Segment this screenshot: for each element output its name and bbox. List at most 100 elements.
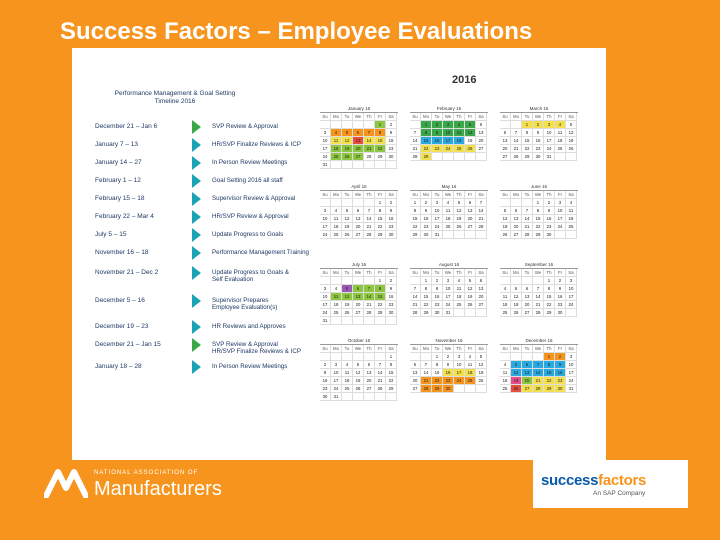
- day-cell: 2: [544, 199, 555, 207]
- day-cell: 6: [353, 207, 364, 215]
- day-cell: 3: [555, 199, 566, 207]
- timeline-arrow-icon: [192, 210, 201, 224]
- day-cell: 16: [555, 293, 566, 301]
- month-grid: Su Mo Tu We Th Fr Sa 1 2 3 4 5 6 7 8 9 10 11 12 13 14 15 16 17 1…: [410, 190, 488, 239]
- weekday-header: Th: [544, 113, 555, 121]
- day-cell: 15: [522, 137, 533, 145]
- empty-day: [476, 385, 487, 393]
- day-cell: 29: [375, 153, 386, 161]
- weekday-header: Tu: [522, 113, 533, 121]
- day-cell: 10: [432, 207, 443, 215]
- weekday-header: Mo: [331, 269, 342, 277]
- day-cell: 17: [566, 293, 577, 301]
- day-cell: 24: [443, 301, 454, 309]
- empty-day: [443, 153, 454, 161]
- empty-day: [331, 199, 342, 207]
- empty-day: [555, 153, 566, 161]
- day-cell: 15: [544, 293, 555, 301]
- day-cell: 1: [375, 277, 386, 285]
- day-cell: 26: [511, 309, 522, 317]
- day-cell: 28: [522, 231, 533, 239]
- day-cell: 16: [386, 137, 397, 145]
- empty-day: [454, 385, 465, 393]
- day-cell: 7: [364, 285, 375, 293]
- day-cell: 19: [476, 369, 487, 377]
- empty-day: [465, 231, 476, 239]
- timeline-date: November 21 – Dec 2: [95, 269, 159, 276]
- weekday-header: Fr: [465, 345, 476, 353]
- day-cell: 29: [410, 231, 421, 239]
- day-cell: 28: [533, 385, 544, 393]
- day-cell: 13: [511, 215, 522, 223]
- empty-day: [375, 353, 386, 361]
- day-cell: 21: [533, 301, 544, 309]
- timeline-label-line1: Update Progress to Goals &: [212, 269, 290, 276]
- nam-logo: NATIONAL ASSOCIATION OF Manufacturers: [44, 464, 274, 504]
- day-cell: 11: [465, 361, 476, 369]
- day-cell: 2: [320, 361, 331, 369]
- day-cell: 22: [421, 145, 432, 153]
- day-cell: 8: [533, 207, 544, 215]
- day-cell: 30: [555, 309, 566, 317]
- day-cell: 24: [443, 145, 454, 153]
- day-cell: 14: [522, 215, 533, 223]
- day-cell: 12: [511, 369, 522, 377]
- day-cell: 4: [331, 207, 342, 215]
- day-cell: 29: [544, 385, 555, 393]
- day-cell: 10: [331, 369, 342, 377]
- day-cell: 20: [476, 137, 487, 145]
- day-cell: 30: [432, 309, 443, 317]
- day-cell: 4: [331, 129, 342, 137]
- weekday-header: Tu: [522, 191, 533, 199]
- empty-day: [454, 309, 465, 317]
- weekday-header: Tu: [342, 345, 353, 353]
- day-cell: 3: [320, 207, 331, 215]
- day-cell: 11: [454, 285, 465, 293]
- calendar-month: February 16 Su Mo Tu We Th Fr Sa 1 2 3 4 5 6 7 8 9 10 11 12…: [410, 106, 488, 161]
- day-cell: 11: [555, 129, 566, 137]
- empty-day: [476, 231, 487, 239]
- day-cell: 15: [375, 137, 386, 145]
- day-cell: 4: [331, 285, 342, 293]
- day-cell: 4: [500, 361, 511, 369]
- day-cell: 14: [364, 137, 375, 145]
- weekday-header: Th: [454, 113, 465, 121]
- day-cell: 3: [320, 129, 331, 137]
- day-cell: 20: [522, 377, 533, 385]
- weekday-header: Fr: [375, 113, 386, 121]
- day-cell: 8: [410, 207, 421, 215]
- day-cell: 3: [454, 353, 465, 361]
- day-cell: 5: [511, 285, 522, 293]
- day-cell: 10: [443, 129, 454, 137]
- day-cell: 28: [533, 309, 544, 317]
- weekday-header: Su: [500, 113, 511, 121]
- month-title: April 16: [351, 184, 367, 189]
- timeline-arrow-icon: [192, 246, 201, 260]
- day-cell: 25: [331, 231, 342, 239]
- day-cell: 17: [443, 293, 454, 301]
- weekday-header: Th: [454, 191, 465, 199]
- weekday-header: Sa: [386, 345, 397, 353]
- day-cell: 11: [443, 207, 454, 215]
- day-cell: 1: [522, 121, 533, 129]
- day-cell: 18: [465, 369, 476, 377]
- timeline-arrow-icon: [192, 320, 201, 334]
- day-cell: 14: [533, 293, 544, 301]
- day-cell: 15: [533, 215, 544, 223]
- empty-day: [342, 353, 353, 361]
- weekday-header: Th: [454, 269, 465, 277]
- day-cell: 4: [443, 199, 454, 207]
- weekday-header: Su: [410, 345, 421, 353]
- empty-day: [353, 353, 364, 361]
- timeline-label: Update Progress to Goals: [212, 231, 283, 238]
- day-cell: 2: [386, 199, 397, 207]
- calendar-year: 2016: [452, 74, 477, 86]
- day-cell: 4: [555, 121, 566, 129]
- timeline-row: January 7 – 13 HR/SVP Finalize Reviews & …: [92, 138, 322, 152]
- day-cell: 1: [375, 199, 386, 207]
- day-cell: 13: [476, 129, 487, 137]
- day-cell: 1: [410, 199, 421, 207]
- timeline-label-line1: Goal Setting 2016 all staff: [212, 177, 283, 184]
- day-cell: 10: [555, 207, 566, 215]
- day-cell: 5: [511, 361, 522, 369]
